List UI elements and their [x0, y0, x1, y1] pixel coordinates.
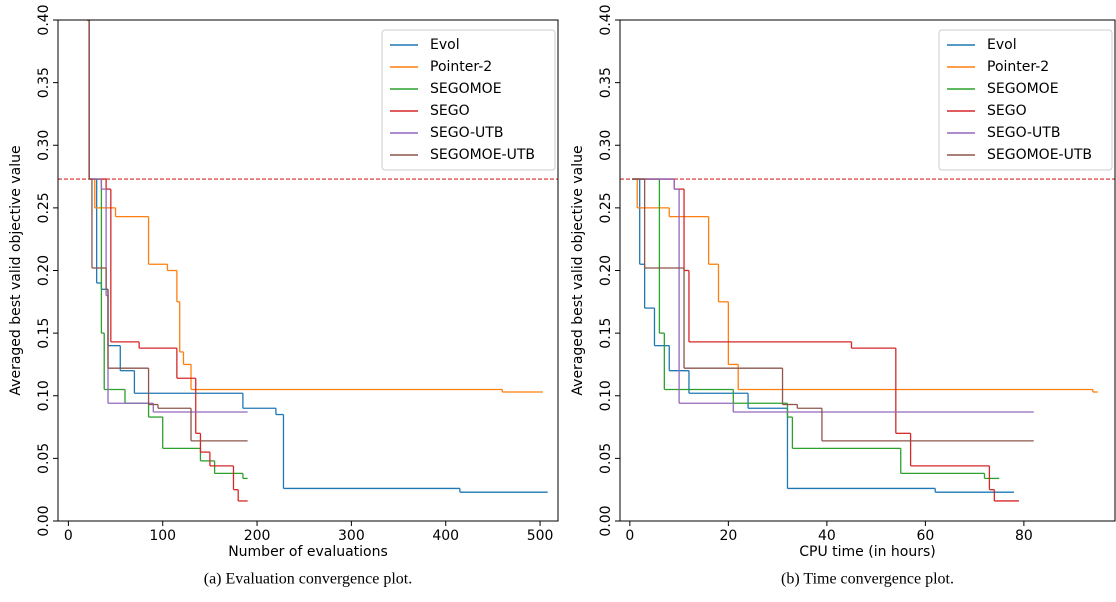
- legend-box: [381, 29, 556, 171]
- x-tick-label: 300: [338, 528, 365, 544]
- legend-label: Pointer-2: [430, 59, 492, 75]
- x-tick-label: 400: [432, 528, 459, 544]
- y-tick-label: 0.25: [598, 192, 614, 223]
- y-axis-label: Averaged best valid objective value: [8, 145, 24, 395]
- legend-label: SEGOMOE: [430, 81, 502, 97]
- legend-label: SEGO-UTB: [987, 125, 1060, 141]
- legend-label: Evol: [430, 37, 460, 53]
- series-line: [632, 178, 1098, 393]
- y-tick-label: 0.10: [36, 380, 52, 411]
- plot-area: [632, 178, 1098, 502]
- legend-box: [938, 29, 1113, 171]
- series-line: [87, 20, 248, 502]
- y-tick-label: 0.15: [598, 318, 614, 349]
- x-tick-label: 200: [244, 528, 271, 544]
- series-line: [632, 178, 1034, 413]
- legend-label: SEGOMOE-UTB: [430, 147, 535, 163]
- y-tick-label: 0.30: [598, 130, 614, 161]
- x-tick-label: 0: [625, 528, 634, 544]
- caption: (b) Time convergence plot.: [781, 571, 954, 588]
- y-tick-label: 0.00: [598, 505, 614, 536]
- y-tick-label: 0.25: [36, 192, 52, 223]
- y-tick-label: 0.30: [36, 130, 52, 161]
- series-line: [632, 178, 1019, 502]
- y-tick-label: 0.35: [598, 67, 614, 98]
- legend-label: Evol: [987, 37, 1017, 53]
- legend-label: SEGO-UTB: [430, 125, 503, 141]
- legend-label: Pointer-2: [987, 59, 1049, 75]
- y-tick-label: 0.40: [598, 4, 614, 35]
- series-line: [632, 178, 1034, 442]
- x-tick-label: 500: [527, 528, 554, 544]
- x-tick-label: 100: [149, 528, 176, 544]
- x-tick-label: 80: [1015, 528, 1033, 544]
- y-tick-label: 0.40: [36, 4, 52, 35]
- y-tick-label: 0.15: [36, 318, 52, 349]
- plot-area: [87, 20, 548, 502]
- legend-label: SEGOMOE: [987, 81, 1059, 97]
- y-tick-label: 0.00: [36, 505, 52, 536]
- axes-frame: [57, 19, 559, 522]
- legend-label: SEGOMOE-UTB: [987, 147, 1092, 163]
- series-line: [87, 20, 248, 442]
- x-axis-label: Number of evaluations: [228, 544, 388, 560]
- y-tick-label: 0.20: [598, 255, 614, 286]
- y-tick-label: 0.10: [598, 380, 614, 411]
- legend-label: SEGO: [987, 103, 1027, 119]
- series-line: [632, 178, 1015, 493]
- axes-frame: [619, 19, 1116, 522]
- y-tick-label: 0.35: [36, 67, 52, 98]
- series-line: [632, 178, 1000, 480]
- x-axis-label: CPU time (in hours): [799, 544, 936, 560]
- x-tick-label: 60: [916, 528, 934, 544]
- x-tick-label: 0: [64, 528, 73, 544]
- y-tick-label: 0.20: [36, 255, 52, 286]
- caption: (a) Evaluation convergence plot.: [204, 571, 413, 588]
- y-tick-label: 0.05: [36, 443, 52, 474]
- legend-label: SEGO: [430, 103, 470, 119]
- y-axis-label: Averaged best valid objective value: [570, 145, 586, 395]
- y-tick-label: 0.05: [598, 443, 614, 474]
- x-tick-label: 20: [719, 528, 737, 544]
- x-tick-label: 40: [818, 528, 836, 544]
